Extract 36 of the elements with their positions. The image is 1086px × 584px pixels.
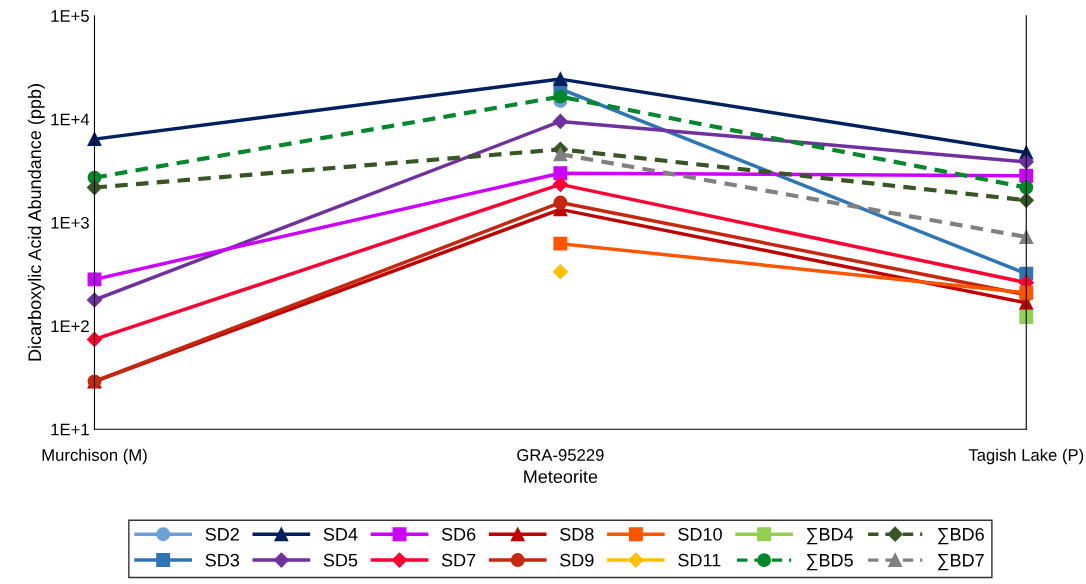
legend-label: ∑BD7: [938, 554, 984, 571]
point: [553, 147, 568, 162]
point: [87, 132, 102, 147]
point: [553, 166, 568, 181]
x-axis-title: Meteorite: [524, 469, 598, 484]
point: [553, 72, 568, 87]
y-tick-label: 1E+5: [51, 10, 89, 22]
point: [552, 176, 568, 192]
legend-label: ∑BD6: [938, 527, 984, 545]
x-tick-label: Murchison (M): [42, 448, 147, 465]
y-tick-label: 1E+2: [51, 320, 89, 332]
legend-label: SD4: [323, 527, 358, 541]
point: [552, 264, 568, 280]
point: [552, 113, 568, 130]
point: [1019, 310, 1034, 324]
legend-label: SD9: [560, 553, 594, 567]
legend-label: ∑BD4: [806, 528, 854, 545]
legend-label: SD10: [678, 527, 722, 541]
legend-label: SD2: [205, 527, 239, 541]
legend-label: SD5: [323, 553, 358, 567]
point: [553, 89, 568, 104]
legend-label: SD6: [441, 527, 476, 541]
point: [553, 236, 568, 251]
y-axis-title: Dicarboxylic Acid Abundance (ppb): [27, 84, 45, 361]
x-tick-label: Tagish Lake (P): [968, 448, 1084, 465]
point: [553, 195, 568, 210]
x-tick-label: GRA-95229: [517, 449, 604, 461]
point: [86, 292, 103, 308]
legend-label: SD8: [560, 527, 594, 541]
legend-label: SD11: [678, 553, 721, 567]
y-tick-label: 1E+3: [51, 216, 89, 229]
legend-label: SD3: [205, 553, 240, 567]
legend-label: SD7: [441, 553, 476, 567]
legend-label: ∑BD5: [806, 554, 853, 571]
y-tick-label: 1E+4: [51, 113, 90, 126]
y-tick-label: 1E+1: [51, 423, 89, 436]
